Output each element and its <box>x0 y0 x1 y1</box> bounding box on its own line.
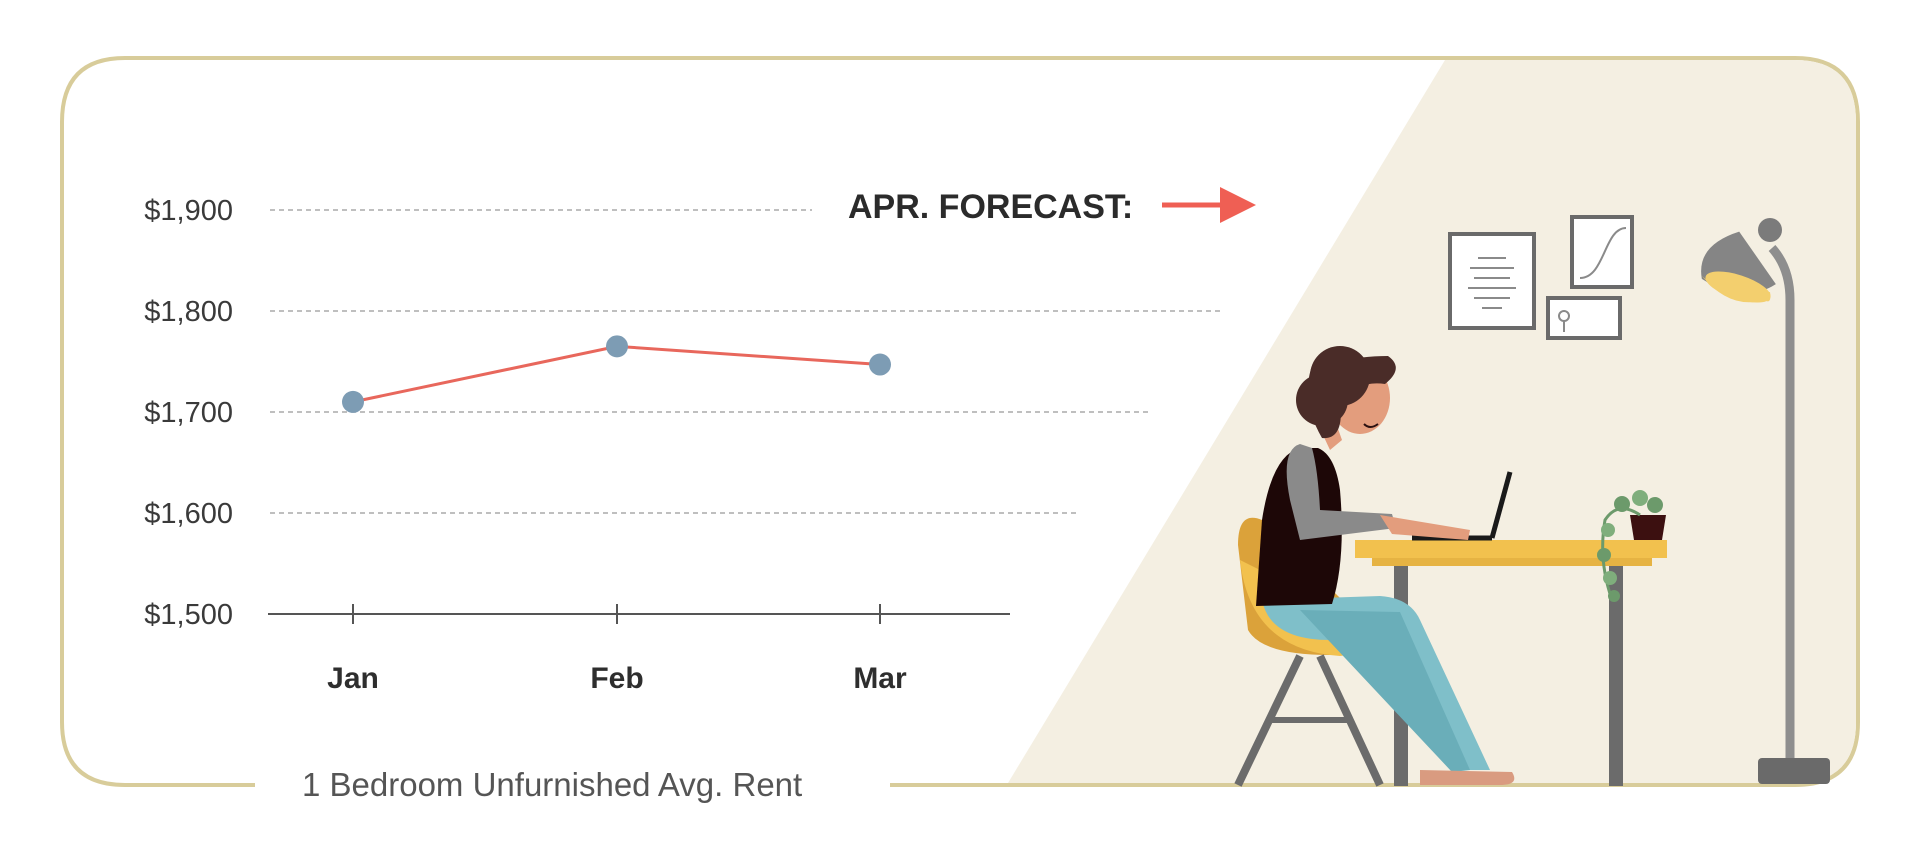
wall-frame-curve-icon <box>1570 215 1634 289</box>
woman-figure <box>1256 346 1515 785</box>
x-axis-labels: Jan Feb Mar <box>327 662 907 695</box>
x-axis-ticks <box>352 604 881 624</box>
illustration-panel <box>1008 60 1856 783</box>
y-tick-label: $1,600 <box>144 498 233 530</box>
x-tick-label: Jan <box>327 662 379 695</box>
y-tick-label: $1,800 <box>144 296 233 328</box>
arrow-right-icon <box>1162 187 1256 223</box>
plant-icon <box>1597 490 1666 602</box>
data-point <box>342 390 364 413</box>
x-tick-label: Mar <box>853 662 907 695</box>
wall-frame-document-icon <box>1448 232 1536 330</box>
y-tick-label: $1,700 <box>144 397 233 429</box>
x-tick-label: Feb <box>590 662 643 695</box>
line-chart: $1,500 $1,600 $1,700 $1,800 $1,900 Jan Feb Mar <box>144 195 1220 695</box>
y-tick-label: $1,500 <box>144 599 233 631</box>
gridlines <box>270 209 1220 514</box>
data-point <box>606 335 628 358</box>
chart-caption: 1 Bedroom Unfurnished Avg. Rent <box>302 766 802 803</box>
y-tick-label: $1,900 <box>144 195 233 227</box>
forecast-label: APR. FORECAST: <box>848 188 1133 226</box>
floor-lamp-icon <box>1701 218 1830 784</box>
wall-frame-flower-icon <box>1546 296 1622 340</box>
data-point <box>869 353 891 376</box>
woman-at-desk-illustration <box>1234 215 1830 787</box>
data-points <box>342 335 891 413</box>
y-axis-tick-labels: $1,500 $1,600 $1,700 $1,800 $1,900 <box>144 195 233 631</box>
card-frame <box>60 56 1860 787</box>
